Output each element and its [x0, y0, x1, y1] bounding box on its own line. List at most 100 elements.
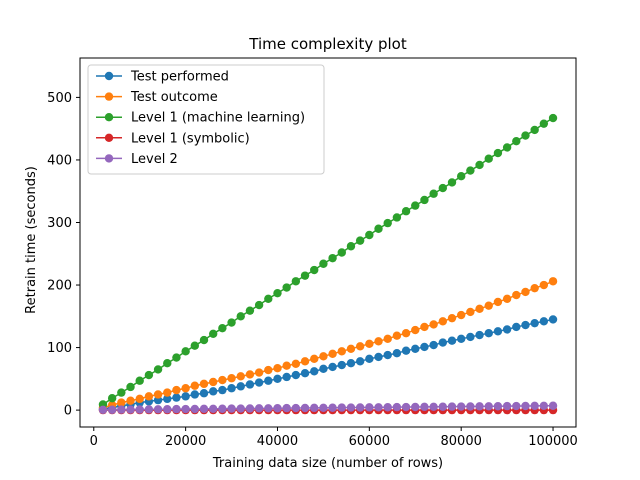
data-point-level-1-machine-learning	[236, 312, 245, 321]
data-point-level-2	[236, 404, 245, 413]
data-point-level-2	[420, 402, 429, 412]
data-point-test-outcome	[117, 398, 126, 407]
data-point-level-1-machine-learning	[447, 178, 457, 187]
data-point-test-performed	[374, 352, 383, 362]
data-point-level-1-machine-learning	[548, 113, 558, 123]
data-point-level-2	[466, 402, 475, 411]
data-point-test-performed	[245, 380, 255, 389]
data-point-level-1-machine-learning	[282, 283, 291, 292]
data-point-level-1-machine-learning	[218, 323, 227, 333]
data-point-level-2	[245, 404, 255, 413]
data-point-level-2	[319, 403, 328, 412]
data-point-level-2	[548, 401, 558, 410]
data-point-test-performed	[273, 374, 282, 384]
data-point-level-2	[264, 404, 273, 413]
data-point-test-outcome	[438, 317, 448, 326]
data-point-level-2	[172, 404, 181, 414]
data-point-test-performed	[337, 360, 346, 370]
data-point-level-1-machine-learning	[512, 136, 521, 146]
data-point-test-performed	[355, 357, 365, 366]
data-point-level-2	[411, 402, 420, 412]
data-point-test-outcome	[521, 287, 530, 297]
data-point-level-1-machine-learning	[466, 166, 475, 175]
data-point-level-2	[429, 402, 438, 411]
data-point-test-outcome	[163, 388, 172, 397]
data-point-test-outcome	[227, 374, 236, 383]
data-point-level-2	[539, 401, 549, 410]
data-point-test-outcome	[144, 392, 154, 401]
data-point-test-performed	[420, 342, 429, 352]
x-tick-label: 80000	[441, 434, 482, 449]
legend-marker-level-2	[104, 154, 114, 163]
data-point-level-1-machine-learning	[328, 253, 337, 263]
data-point-level-1-machine-learning	[144, 370, 154, 380]
data-point-level-1-machine-learning	[539, 119, 549, 128]
data-point-level-2	[107, 405, 117, 414]
data-point-level-1-machine-learning	[493, 148, 503, 158]
data-point-level-2	[190, 404, 200, 414]
data-point-test-outcome	[548, 277, 558, 286]
data-point-test-performed	[310, 367, 319, 376]
data-point-test-performed	[539, 317, 549, 326]
data-point-level-2	[310, 403, 319, 413]
data-point-test-outcome	[181, 384, 190, 393]
data-point-level-2	[135, 405, 144, 414]
data-point-level-1-machine-learning	[484, 154, 493, 163]
data-point-test-outcome	[466, 307, 475, 317]
y-axis-label: Retrain time (seconds)	[24, 166, 39, 314]
data-point-test-outcome	[355, 342, 365, 351]
data-point-test-outcome	[199, 379, 209, 389]
data-point-level-2	[521, 401, 530, 411]
data-point-test-performed	[383, 350, 392, 360]
data-point-test-outcome	[429, 320, 438, 329]
data-point-level-2	[484, 402, 493, 411]
legend-marker-test-outcome	[104, 92, 114, 101]
data-point-level-1-machine-learning	[521, 131, 530, 140]
legend-label-test-outcome: Test outcome	[130, 90, 218, 105]
data-point-test-performed	[181, 392, 190, 401]
data-point-level-1-machine-learning	[319, 259, 328, 268]
data-point-test-outcome	[300, 357, 310, 366]
legend-label-level-1-machine-learning: Level 1 (machine learning)	[131, 111, 305, 126]
data-point-test-performed	[208, 387, 218, 396]
data-point-test-performed	[291, 370, 301, 380]
data-point-test-performed	[392, 349, 402, 358]
data-point-test-outcome	[401, 328, 411, 338]
data-point-level-2	[273, 404, 282, 413]
data-point-level-1-machine-learning	[475, 160, 484, 170]
legend-marker-test-performed	[104, 71, 114, 81]
axes-frame	[79, 57, 577, 428]
data-point-test-performed	[411, 344, 420, 354]
data-point-test-outcome	[153, 390, 163, 399]
data-point-level-1-machine-learning	[291, 277, 301, 286]
y-tick-label: 200	[47, 279, 72, 294]
x-tick-label: 40000	[257, 434, 298, 449]
data-point-level-1-machine-learning	[392, 213, 402, 222]
data-point-test-performed	[264, 376, 273, 385]
data-point-level-1-machine-learning	[438, 183, 448, 193]
data-point-level-1-machine-learning	[227, 318, 236, 327]
data-point-level-2	[153, 405, 163, 414]
data-point-test-performed	[172, 393, 181, 402]
data-point-level-1-machine-learning	[383, 218, 392, 228]
data-point-test-outcome	[254, 368, 264, 377]
data-point-test-performed	[521, 320, 530, 330]
data-point-test-outcome	[512, 290, 521, 300]
data-point-test-outcome	[328, 349, 337, 359]
data-point-test-outcome	[245, 370, 255, 379]
data-point-test-performed	[300, 369, 310, 378]
x-axis-label: Training data size (number of rows)	[212, 456, 443, 471]
data-point-level-2	[181, 404, 190, 414]
data-point-test-outcome	[493, 297, 503, 307]
data-point-level-2	[227, 404, 236, 413]
data-point-test-outcome	[365, 339, 374, 349]
data-point-level-2	[447, 402, 457, 411]
legend-box	[87, 64, 325, 175]
data-point-level-2	[374, 403, 383, 412]
data-point-test-performed	[254, 378, 264, 387]
data-point-level-2	[300, 403, 310, 413]
data-point-level-1-machine-learning	[530, 125, 539, 135]
data-point-level-2	[502, 401, 512, 411]
data-point-level-2	[254, 404, 264, 413]
data-point-test-performed	[236, 382, 245, 391]
